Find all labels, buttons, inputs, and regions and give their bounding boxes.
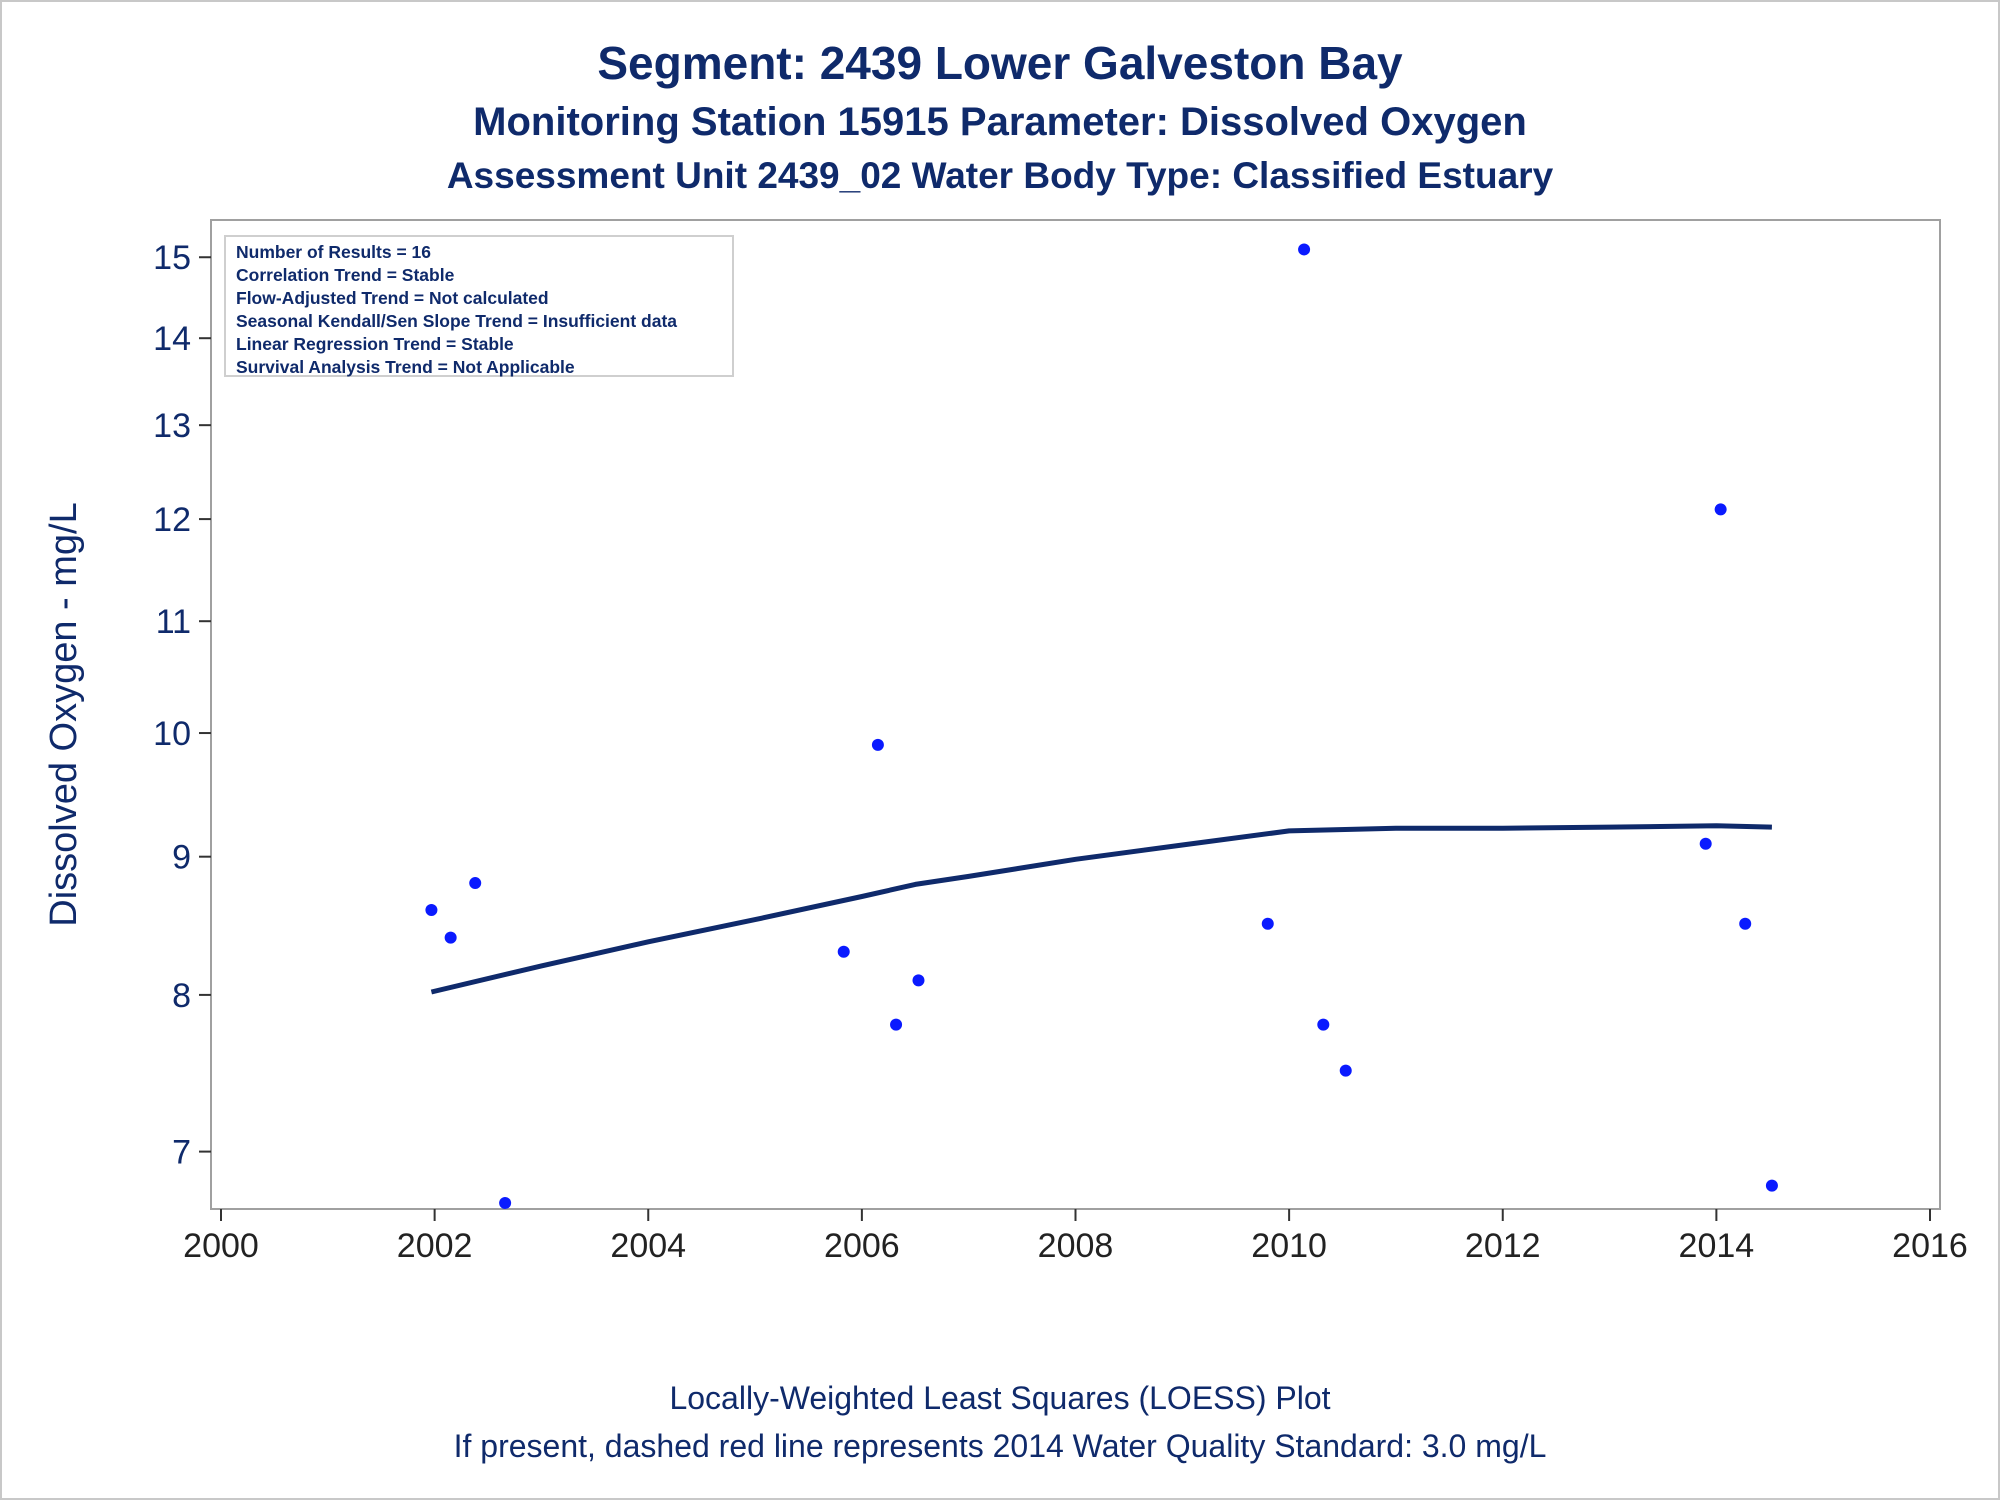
chart-subtitle-assessment: Assessment Unit 2439_02 Water Body Type:…: [446, 155, 1554, 196]
x-tick-label: 2000: [183, 1227, 259, 1265]
data-point: [912, 974, 925, 987]
data-point: [1699, 837, 1712, 850]
x-tick-label: 2004: [610, 1227, 686, 1265]
x-tick-label: 2002: [397, 1227, 473, 1265]
y-tick-label: 8: [172, 977, 191, 1015]
data-point: [837, 945, 850, 958]
y-tick-label: 11: [156, 603, 191, 641]
data-point: [871, 738, 884, 751]
y-tick-label: 15: [153, 239, 191, 277]
data-point: [890, 1018, 903, 1031]
y-tick-label: 12: [153, 501, 191, 539]
stat-survival-analysis-trend: Survival Analysis Trend = Not Applicable: [236, 357, 575, 377]
x-tick-label: 2012: [1465, 1227, 1541, 1265]
stat-linear-regression-trend: Linear Regression Trend = Stable: [236, 334, 514, 354]
y-tick-label: 7: [172, 1134, 191, 1172]
chart-title: Segment: 2439 Lower Galveston Bay: [597, 37, 1403, 89]
data-point: [1714, 503, 1727, 516]
y-tick-label: 10: [153, 715, 191, 753]
data-point: [499, 1197, 512, 1209]
loess-line: [430, 823, 1772, 995]
y-tick-label: 13: [153, 407, 191, 445]
y-tick-label: 14: [153, 320, 191, 358]
chart-subtitle-station: Monitoring Station 15915 Parameter: Diss…: [473, 100, 1527, 144]
x-tick-label: 2006: [824, 1227, 900, 1265]
y-tick-label: 9: [172, 839, 191, 877]
data-point: [1739, 917, 1752, 930]
footnote-standard: If present, dashed red line represents 2…: [453, 1428, 1547, 1464]
x-tick-label: 2016: [1892, 1227, 1968, 1265]
x-tick-label: 2010: [1251, 1227, 1327, 1265]
stat-number-of-results: Number of Results = 16: [236, 242, 431, 262]
stat-correlation-trend: Correlation Trend = Stable: [236, 265, 455, 285]
x-tick-label: 2014: [1679, 1227, 1755, 1265]
x-tick-label: 2008: [1038, 1227, 1114, 1265]
stat-seasonal-kendall-trend: Seasonal Kendall/Sen Slope Trend = Insuf…: [236, 311, 678, 331]
data-point: [1765, 1179, 1778, 1192]
stat-flow-adjusted-trend: Flow-Adjusted Trend = Not calculated: [236, 288, 549, 308]
data-point: [1298, 243, 1311, 256]
data-point: [1317, 1018, 1330, 1031]
trend-stats-box: Number of Results = 16 Correlation Trend…: [224, 235, 734, 377]
data-point: [444, 931, 457, 944]
data-point: [1339, 1064, 1352, 1077]
data-point: [1261, 917, 1274, 930]
data-point: [469, 877, 482, 890]
y-axis-label: Dissolved Oxygen - mg/L: [43, 502, 85, 927]
footnote-loess: Locally-Weighted Least Squares (LOESS) P…: [669, 1380, 1331, 1416]
data-point: [425, 904, 438, 917]
